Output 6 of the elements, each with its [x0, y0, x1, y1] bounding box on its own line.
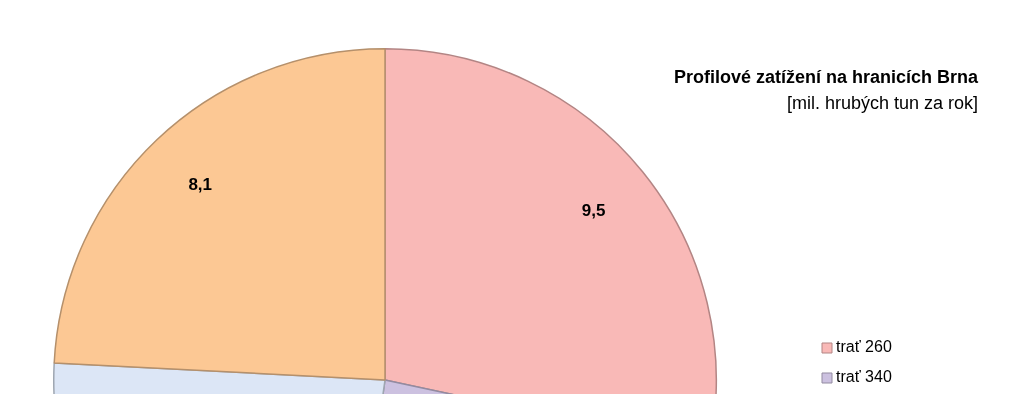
text: Profilové zatížení na hranicích Brna — [673, 66, 979, 87]
text: [mil. hrubých tun za rok] — [786, 92, 978, 113]
data-label: 8,1 — [188, 175, 213, 195]
legend-label: trať 340 — [836, 368, 892, 386]
legend-label: trať 260 — [836, 338, 892, 356]
data-label: 9,5 — [581, 201, 606, 220]
